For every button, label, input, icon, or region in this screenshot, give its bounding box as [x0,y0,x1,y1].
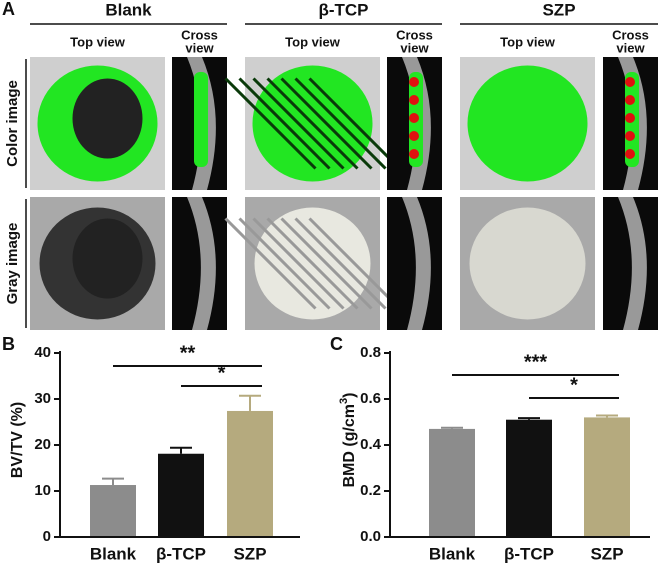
y-tick-label: 0.8 [360,344,381,361]
significance-label: * [218,362,226,384]
x-tick-label: Blank [90,544,137,563]
significance-label: ** [180,342,196,364]
cross-view-label: Cross [396,27,433,42]
cross-view-label: view [616,40,645,55]
lattice [308,77,401,170]
lattice [252,217,345,310]
lattice [238,77,331,170]
y-tick-label: 20 [34,436,51,453]
top-view-label: Top view [500,34,556,49]
material [409,149,419,159]
lattice [266,77,359,170]
tissue-strip [618,197,647,330]
x-tick-label: SZP [590,544,623,563]
x-tick-label: β-TCP [156,544,206,563]
group-title: SZP [542,0,575,19]
material [409,77,419,87]
significance-label: *** [524,351,548,373]
lattice [224,77,317,170]
cross-view-label: Cross [181,27,218,42]
bar [158,453,204,537]
y-tick-label: 0 [43,528,51,545]
panel-label: A [2,0,15,19]
material [625,131,635,141]
y-axis-label-sup: 3 [338,398,350,404]
tissue-strip [187,197,216,330]
axes [59,351,300,538]
y-tick-label: 0.2 [360,482,381,499]
material [409,131,419,141]
y-axis-label: BV/TV (%) [9,402,26,478]
lattice [308,217,401,310]
bar [227,410,273,537]
panel-label: C [330,334,343,354]
x-tick-label: SZP [233,544,266,563]
material [625,149,635,159]
material [409,95,419,105]
axes [389,351,650,538]
x-tick-label: Blank [429,544,476,563]
y-tick-label: 40 [34,344,51,361]
material [625,95,635,105]
material [409,113,419,123]
group-title: β-TCP [318,0,368,19]
new-bone [194,72,208,167]
scaffold-region [467,65,588,182]
y-axis-label-text: BMD (g/cm [341,404,358,488]
scaffold-region [469,207,586,320]
material [625,77,635,87]
y-tick-label: 0.4 [360,436,382,453]
bar [429,428,475,537]
bar [90,485,136,537]
lattice [266,217,359,310]
top-view-label: Top view [285,34,341,49]
top-view-label: Top view [70,34,126,49]
y-axis-label-text: BV/TV (%) [9,402,26,478]
tissue-strip [402,197,431,330]
defect [72,78,143,159]
cross-view-label: view [400,40,429,55]
y-axis-label: BMD (g/cm3) [338,392,358,487]
panel-label: B [2,334,15,354]
lattice [280,77,373,170]
bar [584,417,630,537]
material [625,113,635,123]
defect [72,218,143,299]
lattice [238,217,331,310]
y-tick-label: 10 [34,482,51,499]
cross-view-label: Cross [612,27,649,42]
group-title: Blank [105,0,152,19]
lattice [224,217,317,310]
y-tick-label: 0.0 [360,528,381,545]
lattice [294,217,387,310]
y-tick-label: 0.6 [360,390,381,407]
lattice [280,217,373,310]
bar [506,419,552,537]
significance-label: * [570,374,578,396]
row-label: Color image [4,80,21,167]
y-axis-label-end: ) [341,392,358,397]
x-tick-label: β-TCP [504,544,554,563]
lattice [294,77,387,170]
row-label: Gray image [4,223,21,305]
lattice [252,77,345,170]
cross-view-label: view [185,40,214,55]
y-tick-label: 30 [34,390,51,407]
